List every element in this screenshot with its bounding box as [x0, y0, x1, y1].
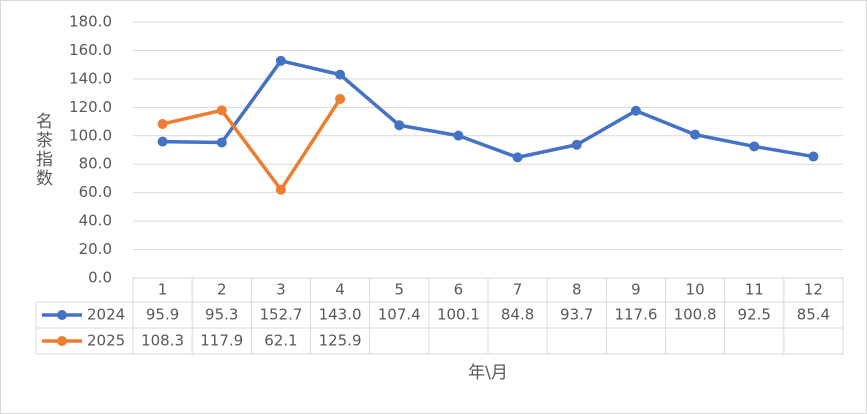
table-value: 100.1 — [437, 306, 480, 324]
table-value: 92.5 — [738, 306, 771, 324]
point — [216, 105, 227, 116]
series-line — [162, 97, 342, 192]
point — [275, 184, 286, 195]
table-value: 108.3 — [141, 332, 184, 350]
point — [512, 152, 523, 163]
y-tick-label: 180.0 — [69, 13, 112, 31]
point — [571, 139, 582, 150]
y-tick-label: 100.0 — [69, 126, 112, 144]
point — [335, 69, 346, 80]
x-tick-label: 12 — [804, 281, 823, 299]
point — [749, 141, 760, 152]
x-tick-label: 9 — [631, 281, 641, 299]
y-tick-label: 80.0 — [79, 155, 112, 173]
legend-marker — [57, 310, 67, 320]
x-tick-label: 2 — [217, 281, 227, 299]
x-tick-label: 7 — [513, 281, 523, 299]
point — [630, 105, 641, 116]
table-value: 117.6 — [614, 306, 657, 324]
point — [335, 93, 346, 104]
table-value: 93.7 — [560, 306, 593, 324]
x-tick-label: 6 — [454, 281, 464, 299]
point — [216, 137, 227, 148]
table-value: 117.9 — [200, 332, 243, 350]
table-value: 84.8 — [501, 306, 534, 324]
y-tick-label: 160.0 — [69, 41, 112, 59]
x-tick-label: 10 — [686, 281, 705, 299]
table-value: 107.4 — [378, 306, 421, 324]
table-value: 152.7 — [259, 306, 302, 324]
x-tick-label: 11 — [745, 281, 764, 299]
point — [275, 55, 286, 66]
point — [394, 120, 405, 131]
x-tick-label: 3 — [276, 281, 286, 299]
y-tick-label: 140.0 — [69, 69, 112, 87]
y-tick-label: 40.0 — [79, 212, 112, 230]
point — [690, 129, 701, 140]
table-value: 62.1 — [264, 332, 297, 350]
y-axis-label: 名茶指数 — [32, 112, 53, 188]
x-tick-label: 1 — [158, 281, 168, 299]
y-tick-label: 20.0 — [79, 240, 112, 258]
point — [808, 151, 819, 162]
point — [157, 136, 168, 147]
point — [453, 130, 464, 141]
series-line — [162, 59, 814, 160]
table-value: 95.3 — [205, 306, 238, 324]
y-tick-label: 0.0 — [88, 269, 112, 287]
legend-label: 2024 — [87, 306, 125, 324]
y-tick-label: 60.0 — [79, 183, 112, 201]
y-tick-label: 120.0 — [69, 98, 112, 116]
table-value: 100.8 — [674, 306, 717, 324]
x-axis-label: 年\月 — [468, 363, 508, 383]
table-value: 125.9 — [319, 332, 362, 350]
table-value: 143.0 — [319, 306, 362, 324]
point — [157, 118, 168, 129]
table-value: 85.4 — [797, 306, 830, 324]
x-tick-label: 5 — [394, 281, 404, 299]
x-tick-label: 4 — [335, 281, 345, 299]
legend-marker — [57, 336, 67, 346]
legend-label: 2025 — [87, 332, 125, 350]
table-value: 95.9 — [146, 306, 179, 324]
x-tick-label: 8 — [572, 281, 582, 299]
